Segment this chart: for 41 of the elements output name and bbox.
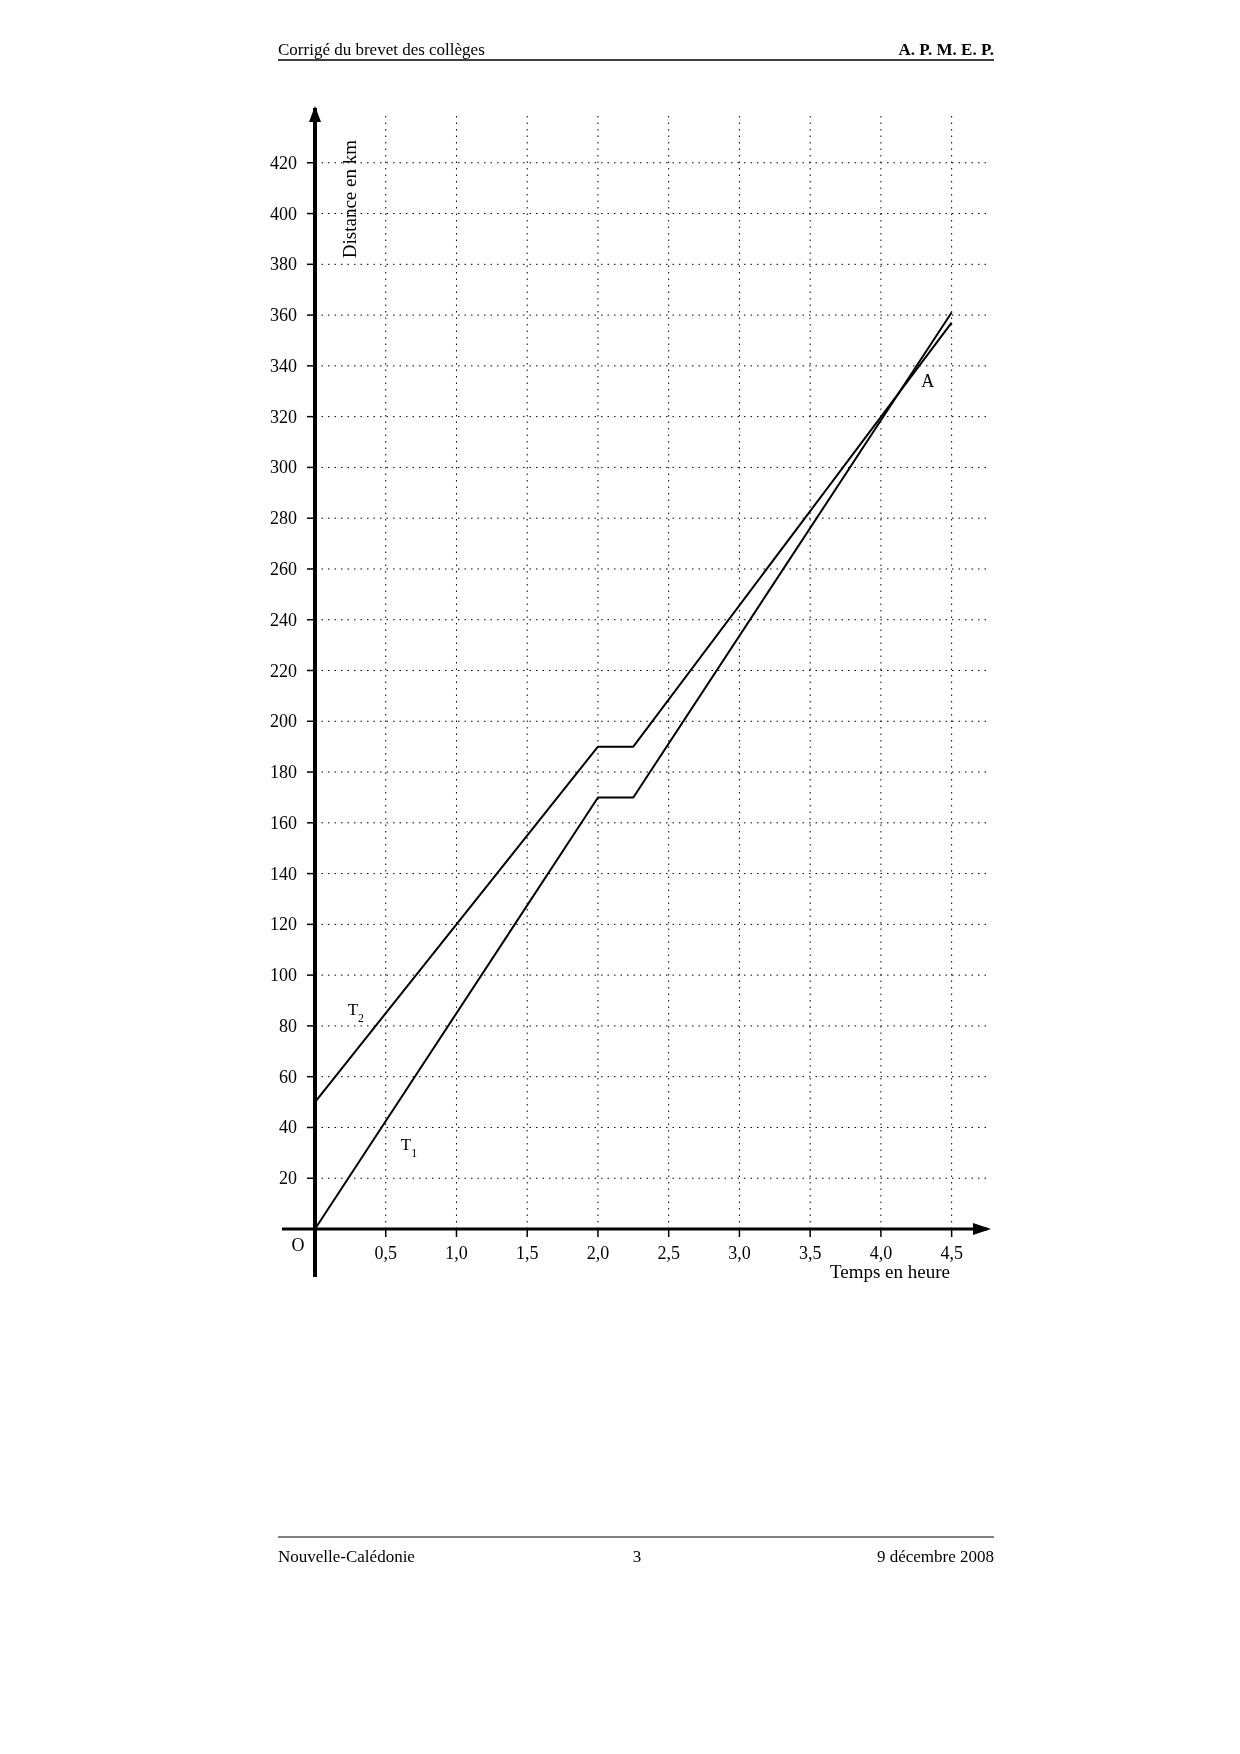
- x-tick-label: 1,0: [445, 1243, 468, 1263]
- x-tick-label: 4,0: [869, 1243, 893, 1263]
- chart-title: Corrigé du brevet des collèges: [278, 40, 485, 59]
- y-tick-label: 400: [270, 203, 297, 224]
- x-axis-title: Temps en heure: [829, 1261, 950, 1282]
- x-tick-label: 3,0: [728, 1243, 751, 1263]
- series-label: T$_{1}$: [400, 1135, 418, 1161]
- series-label: T$_{2}$: [347, 999, 365, 1025]
- y-tick-label: 240: [270, 609, 297, 630]
- y-tick-label: 60: [279, 1066, 297, 1087]
- y-tick-label: 420: [270, 152, 297, 173]
- text: A. P. M. E. P.: [898, 40, 994, 59]
- text: O: [291, 1235, 305, 1255]
- y-tick-label: 380: [270, 254, 297, 275]
- text: Nouvelle-Calédonie: [278, 1547, 415, 1566]
- text: 3: [632, 1547, 642, 1566]
- y-tick-label: 200: [270, 711, 297, 732]
- x-tick-label: 0,5: [374, 1243, 397, 1263]
- y-tick-label: 140: [270, 863, 297, 884]
- y-tick-label: 300: [270, 457, 297, 478]
- text: 9 décembre 2008: [876, 1547, 994, 1566]
- y-tick-label: 20: [279, 1168, 297, 1189]
- y-tick-label: 80: [279, 1015, 297, 1036]
- x-tick-label: 2,5: [657, 1243, 680, 1263]
- y-tick-label: 120: [270, 914, 297, 935]
- y-tick-label: 160: [270, 812, 297, 833]
- y-tick-label: 260: [270, 558, 297, 579]
- y-tick-label: 320: [270, 406, 297, 427]
- y-axis-title: Distance en km: [339, 139, 360, 259]
- y-tick-label: 180: [270, 762, 297, 783]
- annotation: A: [921, 370, 935, 391]
- x-tick-label: 1,5: [515, 1243, 539, 1263]
- x-tick-label: 2,0: [586, 1243, 610, 1263]
- y-tick-label: 220: [270, 660, 297, 681]
- y-tick-label: 340: [270, 355, 297, 376]
- x-tick-label: 3,5: [798, 1243, 822, 1263]
- y-tick-label: 100: [270, 965, 297, 986]
- y-tick-label: 280: [270, 508, 297, 529]
- y-tick-label: 40: [279, 1117, 297, 1138]
- y-tick-label: 360: [270, 305, 297, 326]
- x-tick-label: 4,5: [940, 1243, 963, 1263]
